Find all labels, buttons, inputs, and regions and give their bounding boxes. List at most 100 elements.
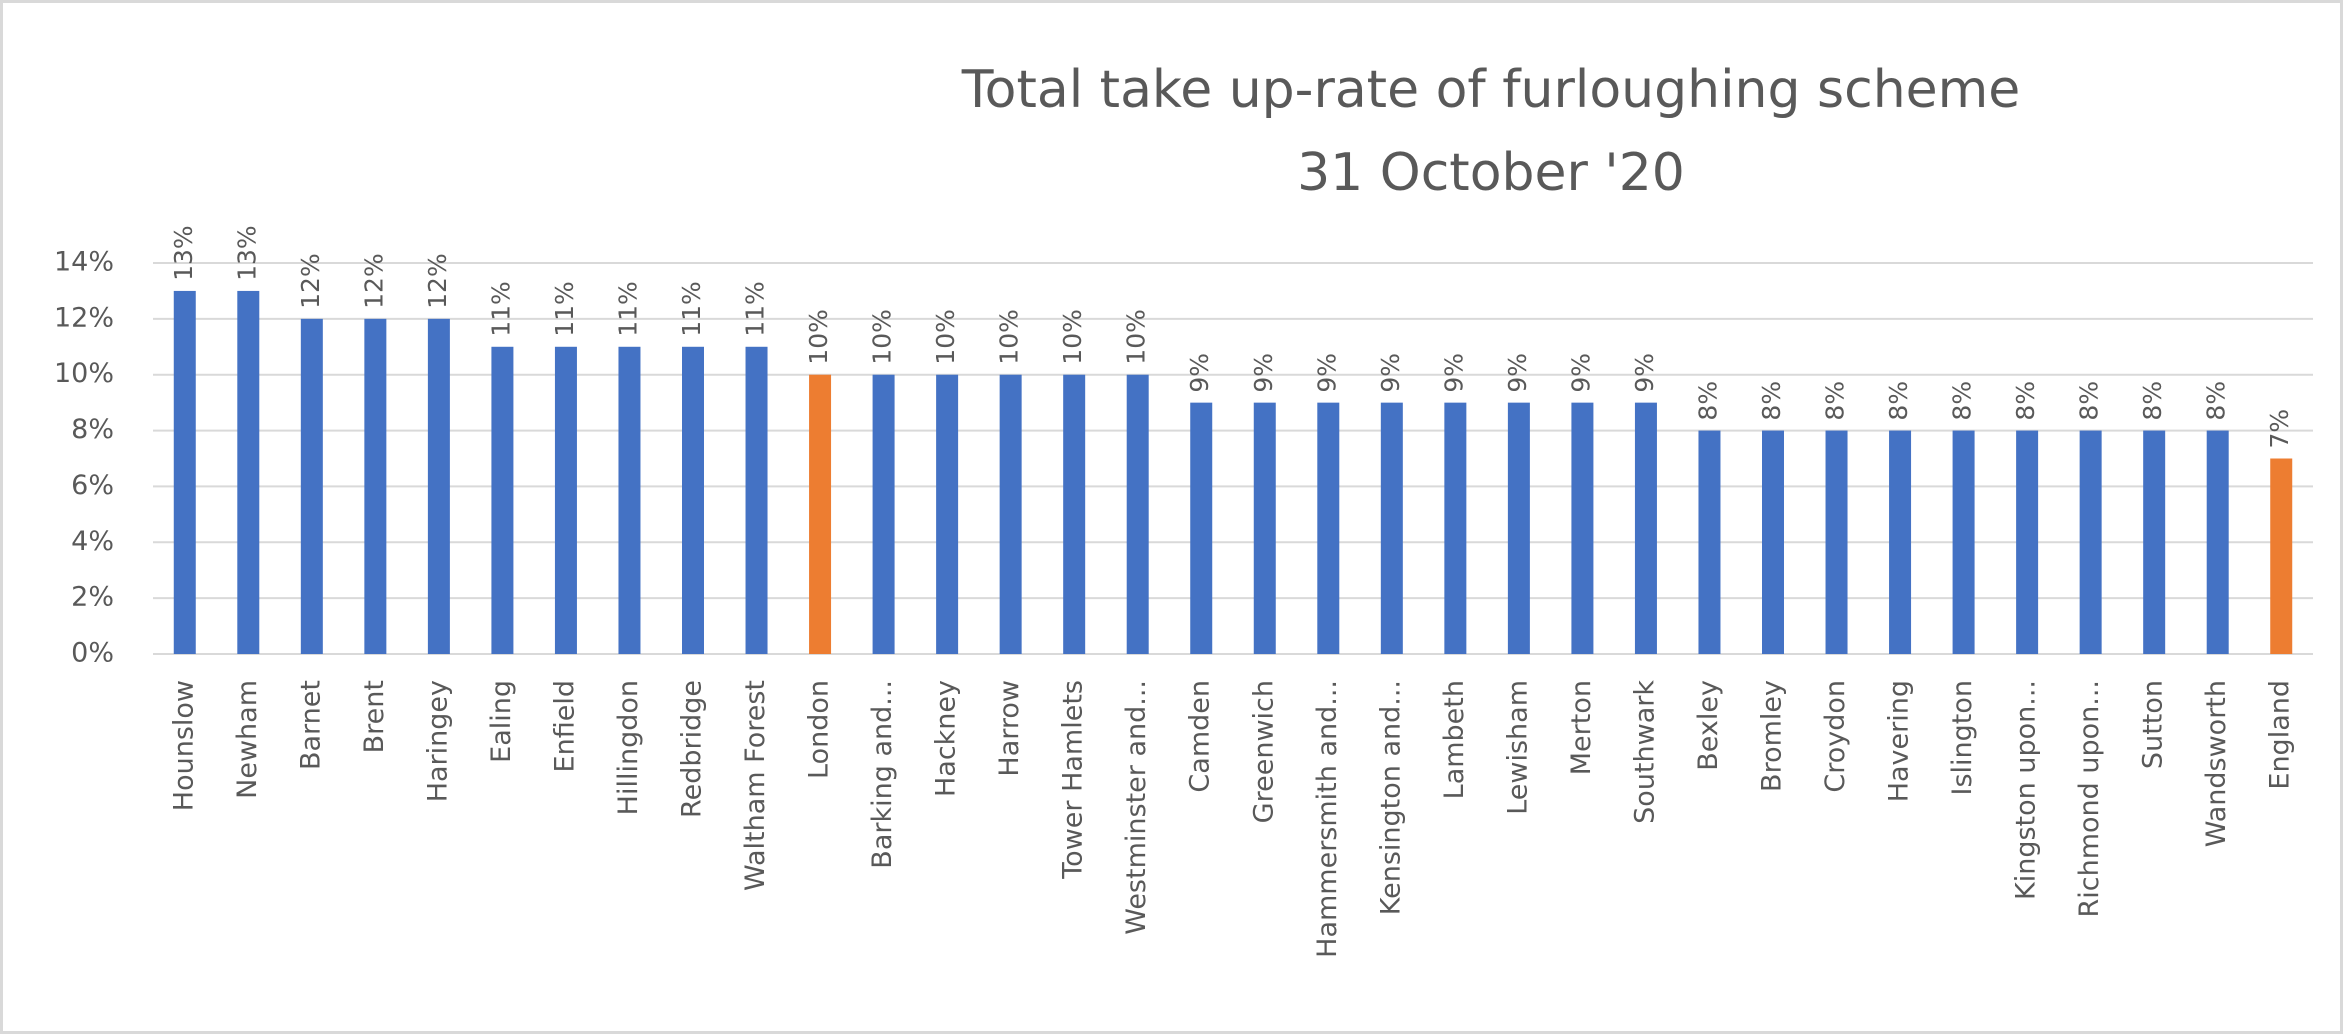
- bar: [999, 374, 1022, 654]
- x-tick-label: Enfield: [549, 680, 580, 772]
- bar: [2270, 458, 2293, 654]
- x-tick-label: Hackney: [931, 680, 962, 797]
- x-tick-label: Camden: [1185, 680, 1216, 793]
- data-label: 8%: [1693, 381, 1722, 421]
- bar: [1698, 430, 1721, 654]
- x-tick-label: England: [2265, 680, 2296, 790]
- bar: [237, 290, 260, 654]
- data-label: 9%: [1249, 353, 1278, 393]
- data-label: 10%: [868, 309, 897, 365]
- bar: [1634, 402, 1657, 654]
- x-tick-label: Hammersmith and...: [1312, 680, 1343, 958]
- data-label: 8%: [1948, 381, 1977, 421]
- bar: [1444, 402, 1467, 654]
- data-label: 8%: [2202, 381, 2231, 421]
- data-label: 8%: [2138, 381, 2167, 421]
- bar: [1063, 374, 1086, 654]
- x-tick-label: Croydon: [1820, 680, 1851, 793]
- x-tick-label: Hillingdon: [613, 680, 644, 815]
- x-tick-label: Haringey: [422, 680, 453, 802]
- x-tick-label: Tower Hamlets: [1058, 680, 1089, 880]
- data-label: 9%: [1566, 353, 1595, 393]
- bar: [1952, 430, 1975, 654]
- data-label: 13%: [169, 225, 198, 281]
- data-label: 8%: [1884, 381, 1913, 421]
- x-tick-label: Harrow: [994, 680, 1025, 777]
- bar: [1825, 430, 1848, 654]
- bar: [2143, 430, 2166, 654]
- bar: [936, 374, 959, 654]
- x-tick-label: Hounslow: [168, 680, 199, 811]
- data-label: 12%: [359, 253, 388, 309]
- y-tick-label: 6%: [71, 470, 114, 501]
- data-label: 11%: [741, 281, 770, 337]
- x-tick-label: Brent: [359, 680, 390, 753]
- data-label: 10%: [931, 309, 960, 365]
- data-label: 11%: [486, 281, 515, 337]
- bar: [173, 290, 196, 654]
- x-tick-label: Waltham Forest: [740, 680, 771, 891]
- data-label: 12%: [423, 253, 452, 309]
- data-label: 8%: [2075, 381, 2104, 421]
- data-label: 10%: [1058, 309, 1087, 365]
- data-label: 8%: [1821, 381, 1850, 421]
- data-label: 11%: [677, 281, 706, 337]
- bar: [618, 346, 641, 654]
- bar: [300, 318, 323, 654]
- chart-title: Total take up-rate of furloughing scheme: [961, 60, 2021, 120]
- bar: [1253, 402, 1276, 654]
- x-tick-label: Kensington and...: [1375, 680, 1406, 915]
- data-label: 9%: [1630, 353, 1659, 393]
- bar: [1317, 402, 1340, 654]
- data-label: 10%: [995, 309, 1024, 365]
- bar: [872, 374, 895, 654]
- x-tick-label: Barking and...: [867, 680, 898, 869]
- x-tick-label: Sutton: [2138, 680, 2169, 769]
- x-tick-label: Lambeth: [1439, 680, 1470, 799]
- bar: [427, 318, 450, 654]
- x-tick-label: Islington: [1947, 680, 1978, 796]
- data-label: 8%: [2011, 381, 2040, 421]
- x-tick-label: Bromley: [1757, 680, 1788, 792]
- bar: [491, 346, 514, 654]
- bar: [2206, 430, 2229, 654]
- x-tick-label: Bexley: [1693, 680, 1724, 771]
- x-tick-label: Greenwich: [1248, 680, 1279, 823]
- data-label: 10%: [1122, 309, 1151, 365]
- x-tick-label: Ealing: [486, 680, 517, 763]
- bar: [2079, 430, 2102, 654]
- bar: [809, 374, 832, 654]
- x-tick-label: Richmond upon...: [2074, 680, 2105, 918]
- bar: [1762, 430, 1784, 654]
- data-label: 12%: [296, 253, 325, 309]
- data-label: 11%: [613, 281, 642, 337]
- x-tick-label: Kingston upon...: [2011, 680, 2042, 900]
- bar: [1889, 430, 1912, 654]
- data-label: 8%: [1757, 381, 1786, 421]
- bar: [1380, 402, 1403, 654]
- bar: [364, 318, 387, 654]
- y-tick-label: 14%: [54, 247, 114, 278]
- x-tick-label: Barnet: [295, 680, 326, 770]
- data-label: 9%: [1185, 353, 1214, 393]
- y-tick-label: 0%: [71, 638, 114, 669]
- data-label: 9%: [1439, 353, 1468, 393]
- bar: [2016, 430, 2039, 654]
- data-label: 7%: [2265, 409, 2294, 449]
- y-tick-label: 4%: [71, 526, 114, 557]
- bar: [1126, 374, 1149, 654]
- x-tick-label: Havering: [1884, 680, 1915, 802]
- y-tick-label: 12%: [54, 302, 114, 333]
- x-tick-label: Wandsworth: [2201, 680, 2232, 847]
- data-label: 9%: [1376, 353, 1405, 393]
- data-label: 13%: [232, 225, 261, 281]
- x-tick-label: London: [804, 680, 835, 779]
- bar: [1507, 402, 1530, 654]
- bar: [682, 346, 704, 654]
- bar: [745, 346, 768, 654]
- chart-subtitle: 31 October '20: [1297, 143, 1685, 203]
- x-tick-label: Westminster and...: [1121, 680, 1152, 935]
